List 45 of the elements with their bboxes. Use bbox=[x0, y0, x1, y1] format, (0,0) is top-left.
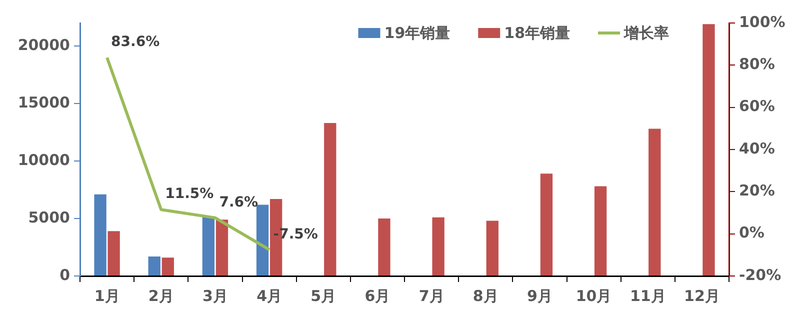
y2-tick-label: 40% bbox=[739, 139, 775, 158]
bar bbox=[432, 217, 444, 276]
y2-tick-label: 100% bbox=[739, 12, 786, 31]
y2-tick-label: 60% bbox=[739, 97, 775, 116]
bar bbox=[162, 258, 174, 276]
y2-tick-label: 0% bbox=[739, 224, 764, 242]
bar bbox=[324, 123, 336, 276]
x-tick-label: 10月 bbox=[576, 286, 612, 305]
legend-label: 18年销量 bbox=[504, 24, 570, 42]
x-tick-label: 11月 bbox=[630, 286, 666, 305]
bar bbox=[594, 186, 607, 276]
y2-tick-label: 80% bbox=[739, 55, 775, 74]
x-tick-label: 12月 bbox=[684, 286, 720, 305]
data-label: 7.6% bbox=[219, 194, 258, 210]
bar bbox=[108, 231, 120, 276]
x-tick-label: 9月 bbox=[526, 286, 552, 305]
data-label: 11.5% bbox=[165, 186, 214, 202]
x-tick-label: 6月 bbox=[364, 286, 390, 305]
x-tick-label: 1月 bbox=[94, 286, 120, 305]
y-tick-label: 15000 bbox=[18, 93, 70, 112]
bar bbox=[540, 174, 553, 276]
y2-tick-label: -20% bbox=[739, 266, 782, 284]
y-tick-label: 0 bbox=[60, 266, 70, 284]
bar bbox=[378, 218, 390, 276]
bar bbox=[94, 194, 106, 276]
x-tick-label: 2月 bbox=[148, 286, 174, 305]
x-tick-label: 4月 bbox=[256, 286, 282, 305]
y-tick-label: 5000 bbox=[28, 208, 70, 226]
x-tick-label: 5月 bbox=[310, 286, 336, 305]
bar bbox=[256, 204, 269, 276]
legend-label: 增长率 bbox=[623, 24, 669, 42]
legend-label: 19年销量 bbox=[384, 24, 450, 42]
y2-tick-label: 20% bbox=[739, 182, 775, 200]
bar bbox=[202, 216, 215, 276]
y-tick-label: 20000 bbox=[18, 36, 70, 54]
bar bbox=[486, 220, 498, 276]
x-tick-label: 3月 bbox=[202, 286, 228, 305]
bar bbox=[148, 256, 160, 276]
bar bbox=[648, 128, 661, 276]
x-tick-label: 8月 bbox=[472, 286, 498, 305]
y-tick-label: 10000 bbox=[18, 150, 70, 169]
bar bbox=[216, 220, 228, 276]
x-tick-label: 7月 bbox=[418, 286, 444, 305]
bar bbox=[702, 24, 715, 276]
data-label: 83.6% bbox=[111, 34, 160, 50]
